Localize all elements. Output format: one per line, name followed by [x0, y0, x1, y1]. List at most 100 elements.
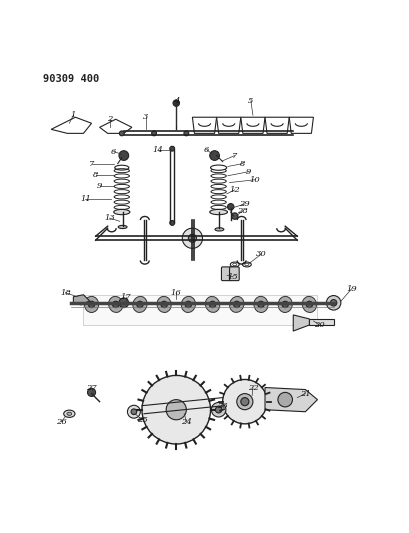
Ellipse shape: [229, 296, 244, 312]
Circle shape: [282, 301, 288, 308]
Polygon shape: [265, 117, 289, 133]
Polygon shape: [265, 387, 317, 411]
Polygon shape: [289, 117, 313, 133]
Ellipse shape: [254, 296, 268, 312]
Ellipse shape: [215, 228, 224, 231]
Circle shape: [184, 131, 189, 136]
Circle shape: [182, 228, 202, 248]
Ellipse shape: [211, 165, 227, 170]
Text: 24: 24: [181, 418, 192, 426]
Text: 15: 15: [227, 272, 238, 280]
Text: 28: 28: [238, 207, 248, 215]
Text: 25: 25: [137, 416, 147, 424]
Ellipse shape: [85, 296, 99, 312]
Ellipse shape: [118, 225, 127, 229]
Ellipse shape: [205, 296, 220, 312]
Circle shape: [170, 146, 175, 151]
Text: 19: 19: [346, 285, 357, 293]
Polygon shape: [73, 295, 90, 305]
Circle shape: [152, 131, 157, 136]
Text: 22: 22: [247, 384, 258, 392]
Text: 23: 23: [217, 402, 228, 410]
Circle shape: [128, 405, 140, 418]
Text: 9: 9: [97, 182, 102, 190]
Ellipse shape: [133, 296, 147, 312]
Ellipse shape: [67, 412, 72, 415]
Text: 8: 8: [240, 159, 245, 167]
Text: 1: 1: [71, 111, 76, 119]
Ellipse shape: [115, 165, 129, 170]
Text: 11: 11: [80, 195, 91, 203]
Text: 14: 14: [153, 146, 164, 154]
Text: 7: 7: [89, 159, 94, 167]
Circle shape: [112, 301, 119, 308]
Text: 20: 20: [314, 321, 325, 329]
Text: 3: 3: [143, 113, 149, 121]
Text: 13: 13: [104, 214, 115, 222]
Circle shape: [258, 301, 264, 308]
Circle shape: [326, 295, 341, 310]
Text: 9: 9: [246, 168, 252, 176]
Text: 4: 4: [173, 97, 179, 105]
Circle shape: [161, 301, 167, 308]
Text: 17: 17: [121, 293, 131, 301]
Ellipse shape: [278, 296, 292, 312]
Text: 27: 27: [86, 384, 97, 392]
Text: 6: 6: [111, 148, 117, 156]
Circle shape: [210, 151, 219, 160]
Circle shape: [185, 301, 191, 308]
Text: 12: 12: [229, 186, 240, 194]
Circle shape: [88, 301, 95, 308]
Polygon shape: [217, 117, 241, 133]
Circle shape: [189, 234, 196, 243]
Circle shape: [231, 213, 238, 219]
FancyBboxPatch shape: [229, 267, 239, 280]
Circle shape: [88, 389, 96, 397]
Ellipse shape: [181, 296, 196, 312]
FancyBboxPatch shape: [221, 267, 231, 280]
Circle shape: [227, 204, 234, 210]
Ellipse shape: [302, 296, 317, 312]
Polygon shape: [100, 119, 132, 133]
Circle shape: [131, 409, 137, 415]
Ellipse shape: [210, 209, 227, 215]
Polygon shape: [192, 117, 217, 133]
Text: 29: 29: [239, 200, 250, 208]
Circle shape: [119, 151, 129, 160]
Polygon shape: [293, 315, 309, 331]
Circle shape: [209, 301, 216, 308]
Circle shape: [170, 221, 175, 225]
Circle shape: [142, 375, 211, 444]
Polygon shape: [241, 117, 265, 133]
Text: 5: 5: [248, 97, 254, 105]
Ellipse shape: [114, 209, 130, 215]
Text: 7: 7: [232, 151, 238, 159]
Text: 90309 400: 90309 400: [43, 74, 99, 84]
Circle shape: [211, 402, 226, 417]
Ellipse shape: [109, 296, 123, 312]
Text: 30: 30: [256, 251, 266, 259]
Text: 26: 26: [56, 418, 67, 426]
Circle shape: [166, 400, 187, 420]
Text: 6: 6: [204, 146, 209, 154]
Circle shape: [222, 379, 267, 424]
Polygon shape: [309, 319, 334, 325]
Circle shape: [119, 298, 129, 308]
Circle shape: [119, 131, 124, 136]
Circle shape: [234, 301, 240, 308]
Polygon shape: [51, 117, 92, 133]
Text: 16: 16: [171, 289, 182, 297]
Circle shape: [241, 398, 249, 406]
Circle shape: [278, 392, 292, 407]
Ellipse shape: [157, 296, 171, 312]
Text: 10: 10: [249, 176, 260, 184]
Circle shape: [137, 301, 143, 308]
Ellipse shape: [64, 410, 75, 417]
Bar: [83, 295, 317, 325]
Circle shape: [237, 393, 253, 410]
Circle shape: [306, 301, 312, 308]
Text: 8: 8: [93, 171, 98, 179]
Text: 2: 2: [107, 115, 112, 123]
Text: 18: 18: [60, 289, 71, 297]
Circle shape: [173, 100, 180, 106]
